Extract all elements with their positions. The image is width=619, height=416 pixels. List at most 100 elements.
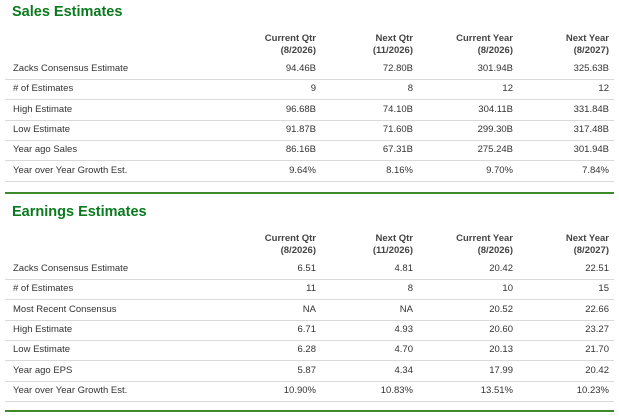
row-label: Year over Year Growth Est. [13,164,128,176]
table-cell: 67.31B [382,144,413,156]
table-cell: 7.84% [582,164,609,176]
table-row: Zacks Consensus Estimate 6.51 4.81 20.42 22.… [5,259,614,280]
table-cell: 299.30B [477,123,513,135]
header-line2: (8/2026) [280,245,316,256]
table-cell: 317.48B [573,123,609,135]
table-row: Zacks Consensus Estimate 94.46B 72.80B 301.… [5,59,614,80]
table-cell: 71.60B [382,123,413,135]
table-row: High Estimate 96.68B 74.10B 304.11B 331.84B [5,100,614,121]
table-cell: 9 [310,83,316,95]
header-line1: Current Qtr [264,233,316,244]
table-cell: 8.16% [386,164,413,176]
table-cell: 20.13 [489,344,513,356]
sales-header-current-qtr: Current Qtr (8/2026) [236,33,316,57]
table-cell: 275.24B [477,144,513,156]
table-cell: 20.52 [489,303,513,315]
table-cell: 331.84B [573,103,609,115]
table-row: Year ago Sales 86.16B 67.31B 275.24B 301.94B [5,140,614,162]
earnings-header-next-qtr: Next Qtr (11/2026) [333,233,413,257]
table-cell: 22.66 [585,303,609,315]
header-line2: (8/2026) [477,45,513,56]
table-cell: 23.27 [585,323,609,335]
table-cell: 20.42 [489,263,513,274]
table-cell: 301.94B [477,63,513,74]
row-label: Zacks Consensus Estimate [13,263,129,274]
sales-header-next-qtr: Next Qtr (11/2026) [333,33,413,57]
header-line2: (11/2026) [372,45,413,56]
row-label: # of Estimates [13,83,74,95]
table-cell: 4.93 [394,323,414,335]
table-cell: 4.34 [394,364,414,376]
table-row: High Estimate 6.71 4.93 20.60 23.27 [5,320,614,341]
table-cell: 94.46B [285,63,316,74]
table-cell: 9.64% [289,164,316,176]
earnings-header-current-year: Current Year (8/2026) [433,233,513,257]
table-cell: 91.87B [285,123,316,135]
table-row: Low Estimate 91.87B 71.60B 299.30B 317.48B [5,120,614,141]
table-cell: 10 [502,283,513,295]
table-cell: 21.70 [585,344,609,356]
table-cell: 20.42 [585,364,609,376]
table-cell: 17.99 [489,364,513,376]
table-cell: 10.23% [576,384,609,396]
sales-header-next-year: Next Year (8/2027) [529,33,609,57]
table-cell: 72.80B [382,63,413,74]
header-line1: Next Year [565,33,609,44]
table-cell: 15 [598,283,609,295]
header-line1: Next Year [565,233,609,244]
row-label: High Estimate [13,103,73,115]
table-cell: NA [399,303,413,315]
table-cell: 6.51 [297,263,317,274]
row-label: Low Estimate [13,344,71,356]
header-line1: Current Qtr [264,33,316,44]
earnings-section-divider [5,410,614,412]
table-cell: 6.71 [297,323,317,335]
table-cell: 5.87 [297,364,317,376]
header-line2: (8/2027) [573,45,609,56]
table-cell: 10.90% [283,384,316,396]
table-cell: 4.70 [394,344,414,356]
table-cell: 301.94B [573,144,609,156]
header-line2: (8/2026) [477,245,513,256]
table-cell: 13.51% [480,384,513,396]
table-cell: 12 [502,83,513,95]
header-line1: Next Qtr [375,233,413,244]
table-cell: NA [302,303,316,315]
table-row: Low Estimate 6.28 4.70 20.13 21.70 [5,340,614,362]
table-cell: 8 [407,83,413,95]
table-cell: 12 [598,83,609,95]
table-cell: 8 [407,283,413,295]
earnings-header-next-year: Next Year (8/2027) [529,233,609,257]
row-label: Zacks Consensus Estimate [13,63,129,74]
row-label: Year over Year Growth Est. [13,384,128,396]
table-cell: 22.51 [585,263,609,274]
table-cell: 86.16B [285,144,316,156]
table-row: Year over Year Growth Est. 10.90% 10.83% 13… [5,381,614,402]
sales-estimates-title: Sales Estimates [12,4,123,20]
sales-section-divider [5,192,614,194]
table-cell: 74.10B [382,103,413,115]
row-label: High Estimate [13,323,73,335]
header-line2: (11/2026) [372,245,413,256]
table-cell: 96.68B [285,103,316,115]
table-cell: 4.81 [394,263,414,274]
table-row: Year over Year Growth Est. 9.64% 8.16% 9.70… [5,161,614,182]
earnings-estimates-title: Earnings Estimates [12,204,147,220]
row-label: Year ago Sales [13,144,78,156]
table-cell: 6.28 [297,344,317,356]
table-cell: 9.70% [486,164,513,176]
header-line1: Current Year [456,233,513,244]
header-line1: Current Year [456,33,513,44]
table-cell: 325.63B [573,63,609,74]
header-line1: Next Qtr [375,33,413,44]
table-cell: 304.11B [478,103,513,115]
table-row: # of Estimates 9 8 12 12 [5,79,614,101]
row-label: Year ago EPS [13,364,73,376]
table-cell: 10.83% [380,384,413,396]
table-row: # of Estimates 11 8 10 15 [5,279,614,301]
table-cell: 20.60 [489,323,513,335]
earnings-header-current-qtr: Current Qtr (8/2026) [236,233,316,257]
header-line2: (8/2026) [280,45,316,56]
table-cell: 11 [306,283,316,295]
row-label: Most Recent Consensus [13,303,117,315]
